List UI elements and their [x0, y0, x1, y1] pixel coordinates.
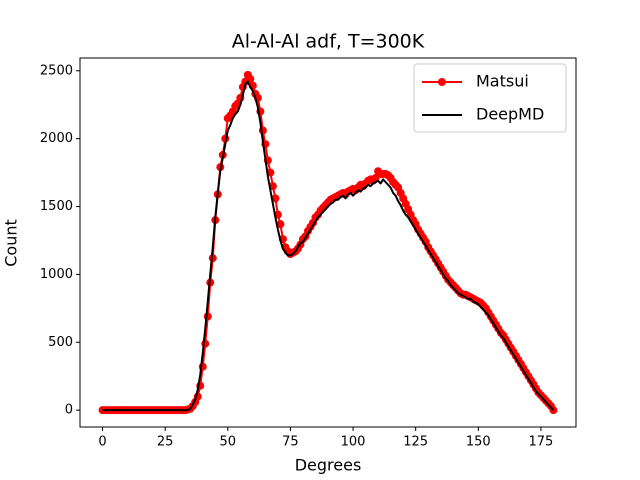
y-tick-label: 2500	[40, 63, 73, 78]
series-line	[102, 80, 555, 412]
plot-frame	[79, 57, 577, 428]
series-marker	[271, 194, 280, 203]
x-axis-label: Degrees	[295, 456, 362, 475]
y-tick-label: 1500	[40, 199, 73, 214]
y-tick-label: 1000	[40, 267, 73, 282]
y-tick-label: 0	[65, 403, 73, 418]
series-marker	[203, 312, 212, 321]
x-tick-label: 50	[220, 435, 237, 450]
y-tick-label: 2000	[40, 131, 73, 146]
legend-marker	[438, 78, 446, 86]
y-axis-label: Count	[2, 219, 21, 267]
x-tick-label: 150	[466, 435, 491, 450]
x-tick-label: 75	[282, 435, 299, 450]
series-marker	[276, 220, 285, 229]
x-tick-label: 125	[403, 435, 428, 450]
x-tick-label: 175	[529, 435, 554, 450]
x-tick-label: 0	[98, 435, 106, 450]
x-tick-label: 100	[341, 435, 366, 450]
legend-label: DeepMD	[476, 105, 544, 124]
x-tick-label: 25	[157, 435, 174, 450]
y-tick-label: 500	[48, 335, 73, 350]
legend-label: Matsui	[476, 72, 529, 91]
chart-title: Al-Al-Al adf, T=300K	[232, 31, 425, 53]
